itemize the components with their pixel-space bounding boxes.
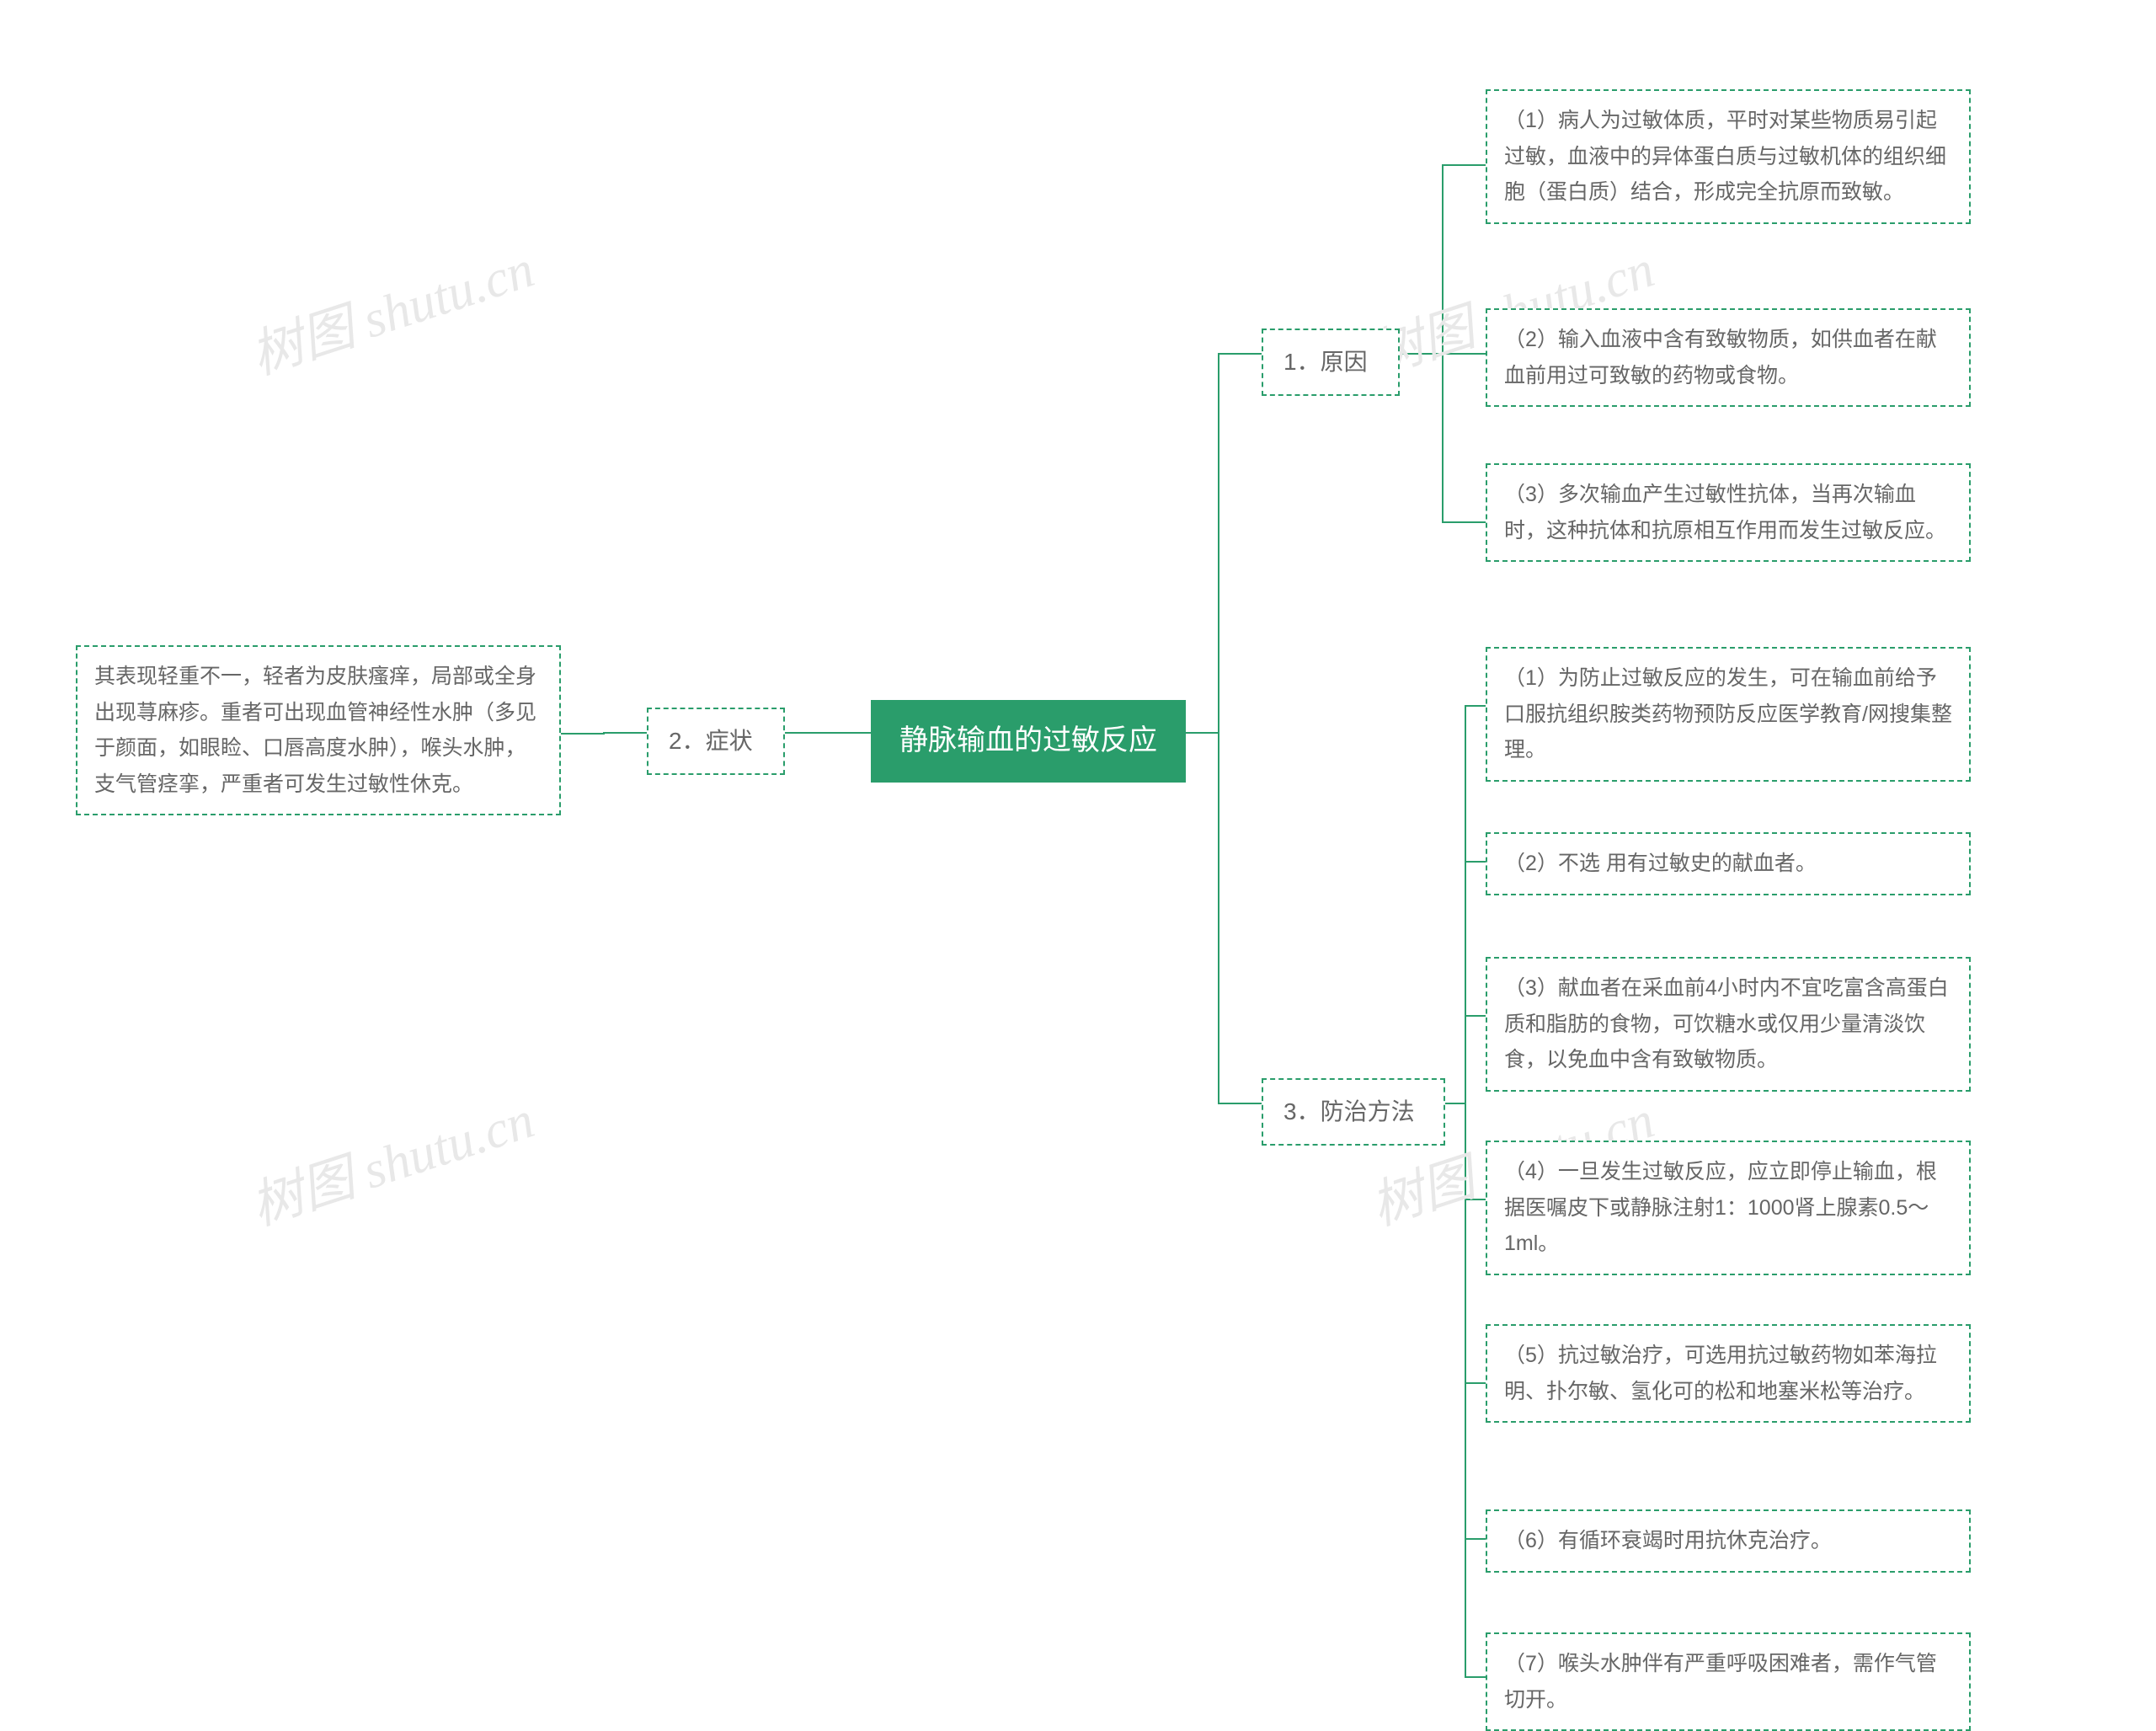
root-node: 静脉输血的过敏反应 <box>871 700 1186 783</box>
leaf-treatment-4: （5）抗过敏治疗，可选用抗过敏药物如苯海拉明、扑尔敏、氢化可的松和地塞米松等治疗… <box>1486 1324 1971 1423</box>
watermark: 树图 shutu.cn <box>240 1077 542 1239</box>
leaf-treatment-0: （1）为防止过敏反应的发生，可在输血前给予口服抗组织胺类药物预防反应医学教育/网… <box>1486 647 1971 782</box>
watermark: 树图 shutu.cn <box>240 226 542 388</box>
branch-treatment: 3．防治方法 <box>1262 1078 1445 1146</box>
leaf-treatment-5: （6）有循环衰竭时用抗休克治疗。 <box>1486 1509 1971 1573</box>
leaf-causes-0: （1）病人为过敏体质，平时对某些物质易引起过敏，血液中的异体蛋白质与过敏机体的组… <box>1486 89 1971 224</box>
leaf-causes-2: （3）多次输血产生过敏性抗体，当再次输血时，这种抗体和抗原相互作用而发生过敏反应… <box>1486 463 1971 562</box>
leaf-symptoms-0: 其表现轻重不一，轻者为皮肤瘙痒，局部或全身出现荨麻疹。重者可出现血管神经性水肿（… <box>76 645 561 815</box>
branch-causes: 1．原因 <box>1262 329 1400 396</box>
leaf-treatment-1: （2）不选 用有过敏史的献血者。 <box>1486 832 1971 895</box>
branch-symptoms: 2．症状 <box>647 708 785 775</box>
leaf-causes-1: （2）输入血液中含有致敏物质，如供血者在献血前用过可致敏的药物或食物。 <box>1486 308 1971 407</box>
leaf-treatment-6: （7）喉头水肿伴有严重呼吸困难者，需作气管切开。 <box>1486 1632 1971 1731</box>
leaf-treatment-2: （3）献血者在采血前4小时内不宜吃富含高蛋白质和脂肪的食物，可饮糖水或仅用少量清… <box>1486 957 1971 1092</box>
leaf-treatment-3: （4）一旦发生过敏反应，应立即停止输血，根据医嘱皮下或静脉注射1：1000肾上腺… <box>1486 1141 1971 1275</box>
